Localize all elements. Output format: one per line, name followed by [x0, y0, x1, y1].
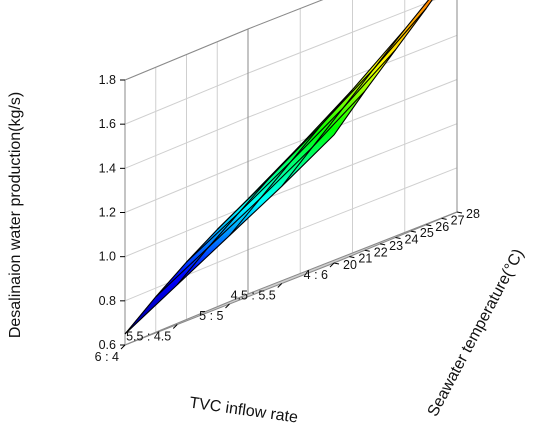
- gridline-y: [217, 224, 427, 308]
- x-tick-mark: [329, 262, 335, 268]
- x-axis-ticks: 6 : 4 5.5 : 4.5 5 : 5 4.5 : 5.5 4 : 6: [95, 262, 335, 364]
- x-tick-mark: [225, 303, 230, 309]
- y-tick-label: 27: [451, 213, 465, 227]
- wall-edge: [124, 28, 249, 81]
- gridline-y: [155, 249, 365, 333]
- mesh-line: [333, 0, 433, 136]
- y-tick-label: 22: [374, 245, 388, 259]
- y-tick-mark: [333, 262, 340, 265]
- y-tick-label: 25: [420, 226, 434, 240]
- y-tick-label: 26: [435, 220, 449, 234]
- y-tick-label: 24: [405, 233, 419, 247]
- x-axis-label: TVC inflow rate: [188, 395, 299, 427]
- x-tick-label: 5 : 5: [199, 309, 223, 323]
- z-tick-label: 1.0: [99, 250, 116, 264]
- mesh-line: [176, 145, 301, 286]
- y-tick-mark: [364, 249, 370, 252]
- y-tick-label: 23: [389, 239, 403, 253]
- z-tick-label: 0.6: [99, 338, 116, 352]
- y-tick-mark: [426, 224, 432, 227]
- mesh-line: [281, 28, 406, 187]
- y-tick-mark: [349, 256, 355, 259]
- wall-edge: [124, 293, 249, 346]
- surface-plot: [124, 0, 433, 335]
- z-tick-label: 1.2: [99, 206, 116, 220]
- z-axis-label: Desalinaion water production(kg/s): [7, 92, 24, 338]
- mesh-line: [124, 198, 249, 335]
- x-tick-label: 4.5 : 5.5: [231, 289, 276, 303]
- x-tick-mark: [277, 283, 283, 288]
- gridline-y: [186, 237, 396, 320]
- y-tick-mark: [456, 211, 463, 214]
- y-tick-label: 20: [343, 258, 357, 272]
- x-tick-mark: [120, 344, 126, 350]
- y-axis-ticks: 20 21 22 23 24 25 26 27 28: [333, 207, 480, 272]
- wall-edge: [247, 211, 458, 295]
- z-tick-label: 0.8: [99, 294, 116, 308]
- z-tick-label: 1.6: [99, 117, 116, 131]
- y-axis-label: Seawater temperature(°C): [425, 246, 528, 419]
- z-tick-label: 1.4: [99, 161, 116, 175]
- y-tick-mark: [410, 230, 416, 233]
- y-tick-mark: [380, 243, 386, 246]
- y-tick-mark: [395, 237, 401, 239]
- x-tick-label: 5.5 : 4.5: [126, 330, 171, 344]
- x-tick-label: 4 : 6: [304, 268, 328, 282]
- y-tick-label: 21: [358, 252, 372, 266]
- z-axis-ticks: 0.6 0.8 1.0 1.2 1.4 1.6 1.8: [99, 73, 125, 352]
- z-tick-label: 1.8: [99, 73, 116, 87]
- wall-edge: [247, 0, 324, 30]
- x-tick-mark: [172, 324, 178, 329]
- y-tick-label: 28: [466, 207, 480, 221]
- y-tick-mark: [441, 217, 447, 220]
- mesh-line: [229, 89, 353, 236]
- x-tick-label: 6 : 4: [95, 350, 119, 364]
